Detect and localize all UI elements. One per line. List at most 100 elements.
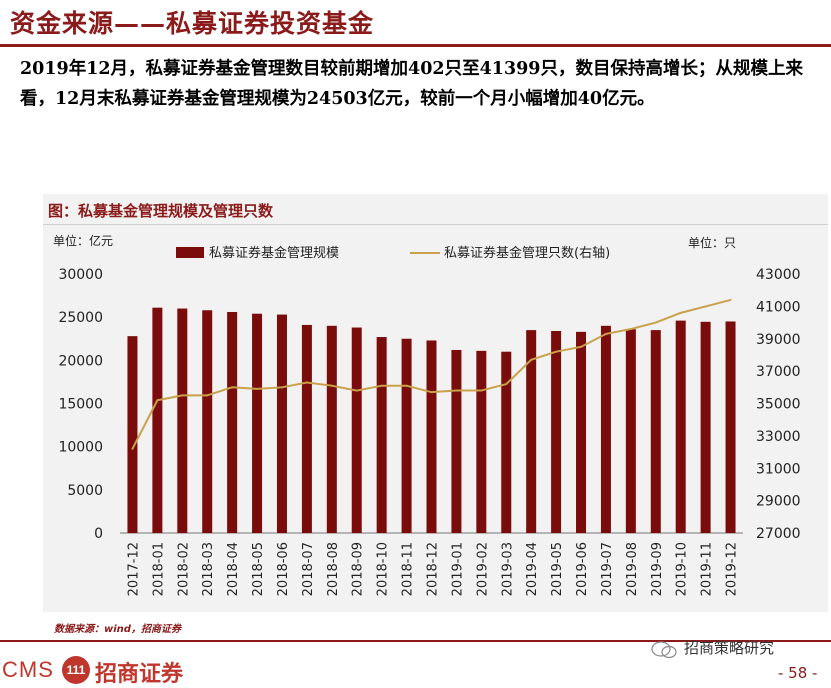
y-right-tick-label: 37000 [756,364,801,380]
line-point [430,391,433,394]
chart-title-divider [43,224,828,225]
bar [177,308,188,533]
logo-cms-text: CMS [2,657,54,682]
bar [576,331,587,533]
x-tick-label: 2018-05 [251,542,266,596]
x-tick-label: 2019-12 [725,542,740,596]
bar [326,325,337,533]
wechat-icon [651,641,677,659]
y-left-tick-label: 0 [94,526,103,542]
x-tick-label: 2019-03 [500,542,515,596]
line-point [330,384,333,387]
y-right-tick-label: 39000 [756,332,801,348]
logo-company-name: 招商证券 [95,661,184,687]
bar [252,313,263,533]
bar [401,338,412,533]
x-tick-label: 2019-04 [525,542,540,596]
y-right-tick-label: 33000 [756,429,801,445]
x-tick-label: 2019-02 [475,542,490,596]
y-right-tick-label: 29000 [756,494,801,510]
bar [351,327,362,533]
y-left-tick-label: 5000 [67,483,103,499]
line-point [530,358,533,361]
page-title: 资金来源——私募证券投资基金 [10,9,375,38]
x-tick-label: 2019-08 [625,542,640,596]
bar [152,307,163,533]
bar [476,350,487,533]
x-tick-label: 2018-01 [151,542,166,596]
line-point [181,394,184,397]
y-left-tick-label: 25000 [58,310,103,326]
bar [700,321,711,533]
line-point [505,383,508,386]
line-point [455,389,458,392]
title-divider [0,44,831,47]
line-point [206,394,209,397]
bar [227,311,238,533]
bar [501,351,512,533]
line-point [231,386,234,389]
line-point [305,381,308,384]
y-right-tick-label: 43000 [756,267,801,283]
x-tick-label: 2018-11 [401,542,416,596]
bar [725,321,736,533]
legend-bar-swatch [176,247,204,258]
line-point [555,350,558,353]
x-tick-label: 2018-12 [426,542,441,596]
x-tick-label: 2018-03 [201,542,216,596]
x-tick-label: 2018-08 [326,542,341,596]
x-tick-label: 2019-10 [675,542,690,596]
chart-title: 图：私募基金管理规模及管理只数 [48,202,274,220]
line-point [580,345,583,348]
x-tick-label: 2018-10 [376,542,391,596]
line-point [704,305,707,308]
line-point [654,321,657,324]
legend-bar-label: 私募证券基金管理规模 [209,246,340,261]
y-right-tick-label: 27000 [756,526,801,542]
x-tick-label: 2019-05 [550,542,565,596]
x-tick-label: 2018-07 [301,542,316,596]
line-point [729,298,732,301]
footer-divider [0,640,831,642]
line-point [156,399,159,402]
y-right-tick-label: 35000 [756,397,801,413]
summary-text: 2019年12月，私募证券基金管理数目较前期增加402只至41399只，数目保持… [20,59,803,109]
y-left-tick-label: 20000 [58,353,103,369]
line-point [480,389,483,392]
x-tick-label: 2017-12 [126,542,141,596]
y-left-tick-label: 30000 [58,267,103,283]
data-source: 数据来源：wind，招商证券 [54,624,181,635]
line-point [604,332,607,335]
x-tick-label: 2019-07 [600,542,615,596]
x-tick-label: 2018-04 [226,542,241,596]
line-point [380,384,383,387]
bar [202,310,213,533]
x-tick-label: 2019-09 [650,542,665,596]
right-axis-unit: 单位：只 [688,236,737,250]
bar [650,330,661,533]
y-left-tick-label: 10000 [58,440,103,456]
bar [127,336,138,533]
bar [675,320,686,533]
x-tick-label: 2019-06 [575,542,590,596]
legend-line-label: 私募证券基金管理只数(右轴) [444,246,611,261]
bar [426,340,437,533]
line-point [629,328,632,331]
line-point [405,384,408,387]
line-point [280,386,283,389]
line-point [355,389,358,392]
bar [526,330,537,533]
x-tick-label: 2018-09 [351,542,366,596]
x-tick-label: 2018-06 [276,542,291,596]
bar [451,349,462,533]
x-tick-label: 2019-01 [450,542,465,596]
bar [301,324,312,533]
bar [376,337,387,533]
x-tick-label: 2018-02 [176,542,191,596]
logo-badge-icon: 111 [62,656,90,684]
line-point [131,447,134,450]
bar [600,325,611,533]
y-left-tick-label: 15000 [58,397,103,413]
y-right-tick-label: 41000 [756,299,801,315]
